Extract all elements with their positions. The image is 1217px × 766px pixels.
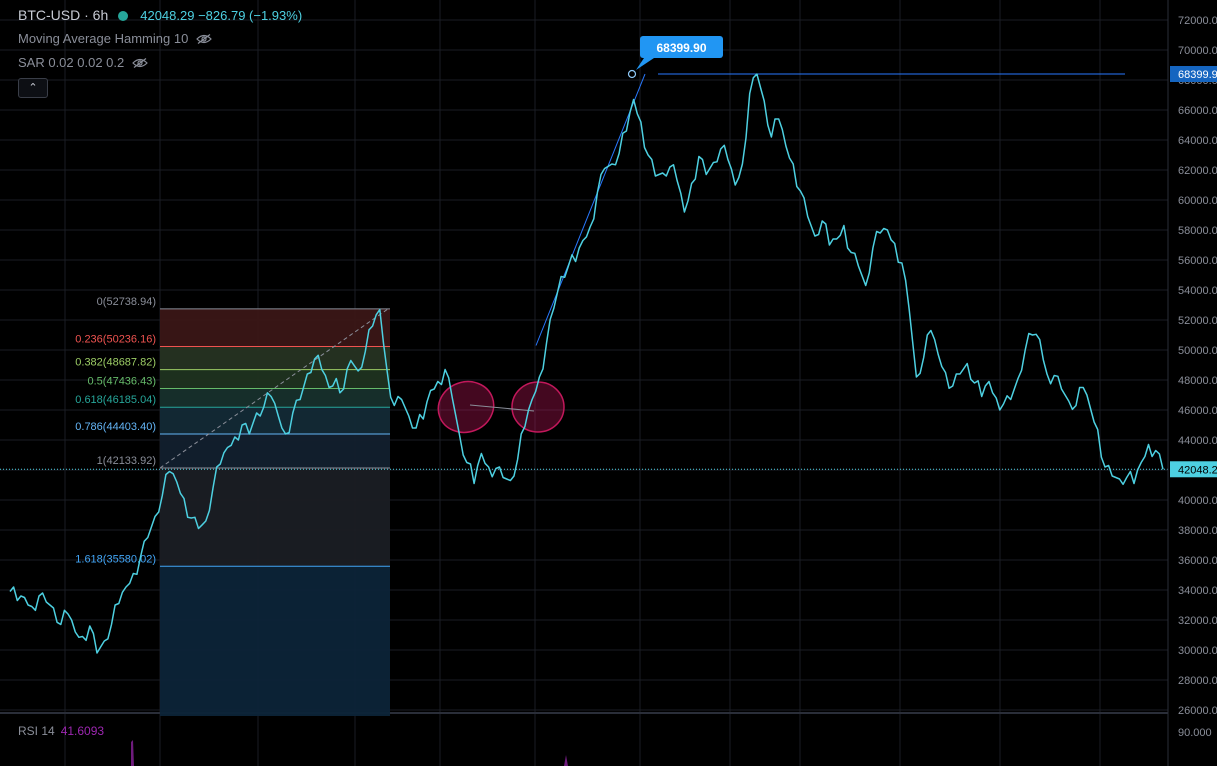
y-tick-label: 44000.00 bbox=[1178, 435, 1217, 447]
y-tick-label: 52000.00 bbox=[1178, 315, 1217, 327]
rsi-label: RSI 14 bbox=[18, 724, 55, 738]
y-tick-label: 46000.00 bbox=[1178, 405, 1217, 417]
price-series bbox=[9, 73, 1164, 766]
fib-level-label: 0.786(44403.40) bbox=[75, 421, 156, 433]
last-price-label: 42048.2 bbox=[1178, 464, 1217, 476]
y-tick-label: 40000.00 bbox=[1178, 495, 1217, 507]
y-tick-label: 50000.00 bbox=[1178, 345, 1217, 357]
y-tick-label: 62000.00 bbox=[1178, 165, 1217, 177]
y-tick-label: 34000.00 bbox=[1178, 585, 1217, 597]
y-tick-label: 64000.00 bbox=[1178, 135, 1217, 147]
collapse-legend-button[interactable]: ⌃ bbox=[18, 78, 48, 98]
ohlc-values: 42048.29 −826.79 (−1.93%) bbox=[140, 8, 303, 23]
price-axis-bg bbox=[1168, 0, 1217, 766]
fib-level-label: 1.618(35580.02) bbox=[75, 553, 156, 565]
symbol-title: BTC-USD · 6h bbox=[18, 7, 109, 23]
y-tick-label: 66000.00 bbox=[1178, 105, 1217, 117]
fib-zone bbox=[160, 566, 390, 716]
fibonacci-retracement[interactable]: 0(52738.94) 0.236(50236.16) 0.382(48687.82… bbox=[75, 296, 390, 716]
y-tick-label: 58000.00 bbox=[1178, 225, 1217, 237]
rsi-tick-label: 90.000 bbox=[1178, 727, 1212, 739]
fib-level-label: 0.236(50236.16) bbox=[75, 333, 156, 345]
fib-zone bbox=[160, 388, 390, 408]
price-callout[interactable]: 68399.90 bbox=[636, 36, 723, 70]
connector-line bbox=[469, 404, 535, 412]
fib-zone bbox=[160, 433, 390, 468]
fib-zone bbox=[160, 346, 390, 370]
ellipse-drawing[interactable] bbox=[511, 381, 565, 433]
fib-level-label: 0(52738.94) bbox=[97, 296, 156, 308]
fib-level-label: 0.5(47436.43) bbox=[88, 375, 157, 387]
y-tick-label: 32000.00 bbox=[1178, 615, 1217, 627]
last-price-tag bbox=[1170, 461, 1217, 478]
fib-level-label: 0.618(46185.04) bbox=[75, 394, 156, 406]
rsi-spike bbox=[564, 755, 568, 766]
fib-level-label: 0.382(48687.82) bbox=[75, 357, 156, 369]
y-tick-label: 54000.00 bbox=[1178, 285, 1217, 297]
y-tick-label: 28000.00 bbox=[1178, 675, 1217, 687]
callout-label: 68399.90 bbox=[656, 41, 706, 55]
price-axis[interactable]: 72000.0070000.0068000.0066000.0064000.00… bbox=[1167, 0, 1217, 766]
callout-pointer bbox=[636, 58, 654, 70]
fib-zone bbox=[160, 369, 390, 389]
high-price-label: 68399.9 bbox=[1178, 69, 1217, 81]
y-tick-label: 72000.00 bbox=[1178, 15, 1217, 27]
y-tick-label: 48000.00 bbox=[1178, 375, 1217, 387]
y-tick-label: 56000.00 bbox=[1178, 255, 1217, 267]
indicator-label: Moving Average Hamming 10 bbox=[18, 31, 189, 46]
fib-zone bbox=[160, 467, 390, 567]
hidden-eye-icon[interactable] bbox=[196, 34, 213, 44]
fib-trend-dashed bbox=[159, 308, 389, 469]
rsi-value: 41.6093 bbox=[60, 724, 105, 738]
fib-zone bbox=[160, 407, 390, 434]
y-tick-label: 60000.00 bbox=[1178, 195, 1217, 207]
rsi-spike bbox=[131, 740, 134, 766]
callout-box bbox=[640, 36, 723, 58]
hidden-eye-icon[interactable] bbox=[132, 58, 149, 68]
symbol-legend: BTC-USD · 6h 42048.29 −826.79 (−1.93%) bbox=[18, 7, 302, 23]
price-line bbox=[9, 73, 1164, 654]
high-price-tag bbox=[1170, 66, 1217, 83]
fib-zone bbox=[160, 308, 390, 347]
indicator-legend-sar[interactable]: SAR 0.02 0.02 0.2 bbox=[18, 55, 149, 70]
indicator-label: SAR 0.02 0.02 0.2 bbox=[18, 55, 125, 70]
y-tick-label: 26000.00 bbox=[1178, 705, 1217, 717]
fib-level-label: 1(42133.92) bbox=[97, 455, 156, 467]
trend-handle[interactable] bbox=[627, 69, 637, 79]
rsi-legend: RSI 14 41.6093 bbox=[18, 724, 104, 738]
indicator-legend-ma[interactable]: Moving Average Hamming 10 bbox=[18, 31, 213, 46]
y-tick-label: 38000.00 bbox=[1178, 525, 1217, 537]
y-tick-label: 30000.00 bbox=[1178, 645, 1217, 657]
y-tick-label: 70000.00 bbox=[1178, 45, 1217, 57]
trend-line[interactable] bbox=[535, 73, 646, 346]
y-tick-label: 36000.00 bbox=[1178, 555, 1217, 567]
market-status-icon bbox=[118, 11, 129, 21]
